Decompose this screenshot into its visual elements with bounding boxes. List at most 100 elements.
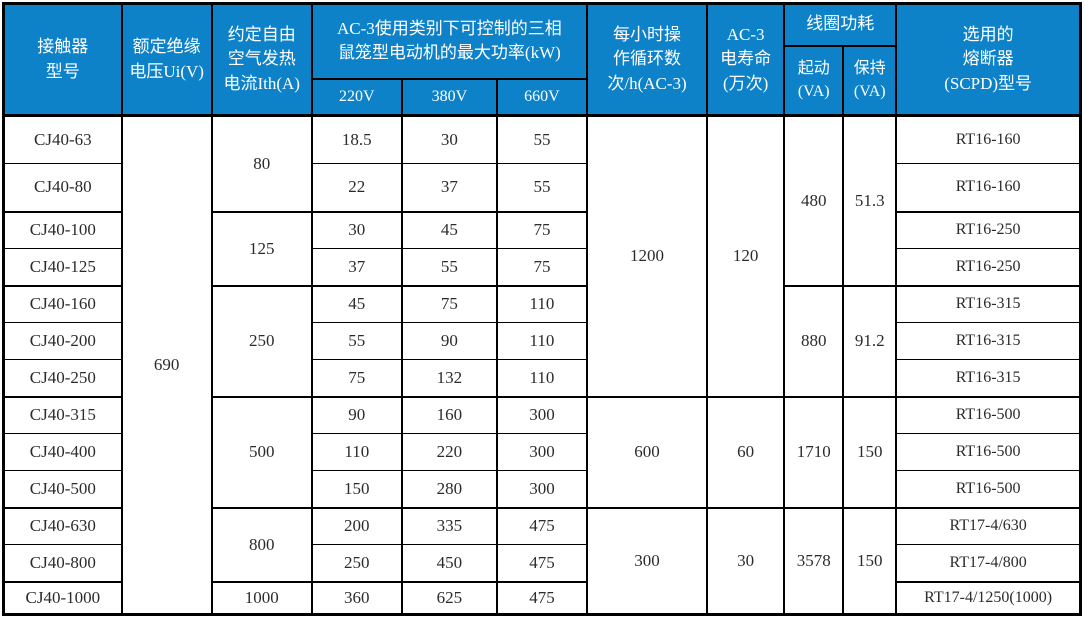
cell-fuse: RT16-315 (895, 284, 1082, 323)
table-row: CJ40-400 110 220 300 RT16-500 (2, 433, 1082, 471)
cell-p660: 475 (495, 580, 589, 615)
cell-p660: 475 (495, 544, 589, 582)
cell-p660: 300 (495, 433, 589, 471)
header-380v: 380V (400, 77, 498, 117)
cell-fuse: RT16-160 (895, 163, 1082, 212)
cell-p660: 75 (495, 248, 589, 286)
cell-thermal-current: 1000 (210, 580, 313, 615)
cell-model: CJ40-125 (2, 248, 123, 286)
cell-model: CJ40-630 (2, 506, 123, 545)
cell-p220: 55 (310, 322, 403, 360)
cell-p380: 280 (400, 470, 498, 508)
cell-p660: 475 (495, 506, 589, 545)
table-row: CJ40-315 500 90 160 300 600 60 1710 150 … (2, 395, 1082, 508)
cell-model: CJ40-400 (2, 433, 123, 471)
cell-p220: 150 (310, 470, 403, 508)
cell-p380: 90 (400, 322, 498, 360)
header-row-3: 220V 380V 660V (4, 77, 1081, 117)
cell-model: CJ40-315 (2, 395, 123, 434)
cell-p220: 37 (310, 248, 403, 286)
header-coil-start: 起动 (VA) (783, 44, 845, 117)
cell-p660: 300 (495, 470, 589, 508)
cell-p220: 75 (310, 359, 403, 397)
cell-p660: 55 (495, 163, 589, 212)
cell-fuse: RT16-250 (895, 248, 1082, 286)
cell-fuse: RT17-4/800 (895, 544, 1082, 582)
header-coil-consumption: 线圈功耗 (783, 2, 898, 47)
cell-model: CJ40-500 (2, 470, 123, 508)
cell-p660: 110 (495, 359, 589, 397)
cell-coil-start: 3578 (783, 506, 845, 615)
cell-model: CJ40-200 (2, 322, 123, 360)
cell-p220: 30 (310, 210, 403, 249)
cell-p220: 110 (310, 433, 403, 471)
cell-p220: 200 (310, 506, 403, 545)
cell-p220: 22 (310, 163, 403, 212)
cell-cycles: 1200 (585, 114, 709, 397)
table-row: CJ40-80 22 37 55 RT16-160 (2, 163, 1082, 212)
cell-model: CJ40-63 (2, 114, 123, 164)
cell-p660: 300 (495, 395, 589, 434)
cell-fuse: RT16-500 (895, 433, 1082, 471)
cell-model: CJ40-250 (2, 359, 123, 397)
header-660v: 660V (495, 77, 589, 117)
cell-fuse: RT16-500 (895, 470, 1082, 508)
table-row: CJ40-200 55 90 110 RT16-315 (2, 322, 1082, 360)
cell-fuse: RT16-500 (895, 395, 1082, 434)
cell-cycles: 600 (585, 395, 709, 508)
cell-fuse: RT16-315 (895, 322, 1082, 360)
cell-thermal-current: 250 (210, 284, 313, 397)
table-row: CJ40-500 150 280 300 RT16-500 (2, 470, 1082, 508)
cell-p220: 250 (310, 544, 403, 582)
cell-coil-hold: 150 (842, 395, 898, 508)
cell-model: CJ40-80 (2, 163, 123, 212)
cell-p220: 45 (310, 284, 403, 323)
header-operating-cycles: 每小时操 作循环数 次/h(AC-3) (585, 2, 709, 117)
header-insulation-voltage: 额定绝缘 电压Ui(V) (120, 2, 213, 117)
cell-life: 120 (706, 114, 786, 397)
cell-insulation-voltage: 690 (120, 114, 213, 615)
cell-p660: 55 (495, 114, 589, 164)
cell-thermal-current: 80 (210, 114, 313, 212)
cell-p380: 55 (400, 248, 498, 286)
cell-fuse: RT16-160 (895, 114, 1082, 164)
cell-p380: 220 (400, 433, 498, 471)
cell-model: CJ40-100 (2, 210, 123, 249)
cell-thermal-current: 800 (210, 506, 313, 582)
cell-coil-hold: 91.2 (842, 284, 898, 397)
cell-model: CJ40-160 (2, 284, 123, 323)
cell-p660: 75 (495, 210, 589, 249)
table-row: CJ40-250 75 132 110 RT16-315 (2, 359, 1082, 397)
table-row: CJ40-800 250 450 475 RT17-4/800 (2, 544, 1082, 582)
cell-fuse: RT16-250 (895, 210, 1082, 249)
table-row: CJ40-1000 1000 360 625 475 RT17-4/1250(1… (2, 580, 1082, 615)
cell-p380: 45 (400, 210, 498, 249)
cell-cycles: 300 (585, 506, 709, 615)
cell-p660: 110 (495, 322, 589, 360)
table-header: 接触器 型号 额定绝缘 电压Ui(V) 约定自由 空气发热 电流Ith(A) A… (2, 2, 1082, 117)
table-row: CJ40-160 250 45 75 110 880 91.2 RT16-315 (2, 284, 1082, 397)
cell-p220: 18.5 (310, 114, 403, 164)
cell-coil-start: 480 (783, 114, 845, 286)
cell-life: 30 (706, 506, 786, 615)
cell-fuse: RT16-315 (895, 359, 1082, 397)
cell-fuse: RT17-4/630 (895, 506, 1082, 545)
cell-p220: 360 (310, 580, 403, 615)
cell-p380: 30 (400, 114, 498, 164)
header-fuse-model: 选用的 熔断器 (SCPD)型号 (895, 2, 1082, 117)
header-electrical-life: AC-3 电寿命 (万次) (706, 2, 786, 117)
header-220v: 220V (310, 77, 403, 117)
cell-model: CJ40-800 (2, 544, 123, 582)
header-row-1: 接触器 型号 额定绝缘 电压Ui(V) 约定自由 空气发热 电流Ith(A) A… (2, 2, 1082, 117)
cell-coil-hold: 51.3 (842, 114, 898, 286)
header-max-power: AC-3使用类别下可控制的三相 鼠笼型电动机的最大功率(kW) (310, 2, 589, 80)
cell-p380: 160 (400, 395, 498, 434)
table-row: CJ40-630 800 200 335 475 300 30 3578 150… (2, 506, 1082, 615)
header-contactor-model: 接触器 型号 (2, 2, 123, 117)
cell-p380: 37 (400, 163, 498, 212)
table-row: CJ40-63 690 80 18.5 30 55 1200 120 480 5… (2, 114, 1082, 615)
cell-p380: 75 (400, 284, 498, 323)
cell-model: CJ40-1000 (2, 580, 123, 615)
cell-coil-hold: 150 (842, 506, 898, 615)
